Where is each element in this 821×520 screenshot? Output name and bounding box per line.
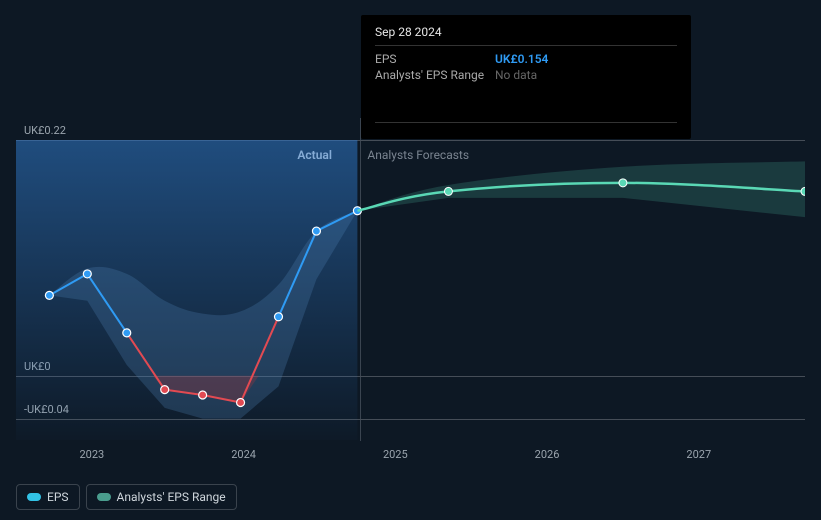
chart-plot-area[interactable] [16,140,805,440]
legend-label: Analysts' EPS Range [117,490,226,504]
eps-actual-point[interactable] [199,391,207,399]
eps-actual-point[interactable] [83,270,91,278]
eps-actual-point[interactable] [237,399,245,407]
eps-actual-point[interactable] [161,386,169,394]
tooltip-separator [375,45,677,46]
legend-label: EPS [47,490,69,504]
eps-forecast-point[interactable] [801,187,805,195]
legend-item[interactable]: Analysts' EPS Range [86,484,237,510]
analysts-range-forecast [357,161,805,217]
tooltip-row: EPSUK£0.154 [375,52,677,66]
tooltip-row: Analysts' EPS RangeNo data [375,68,677,82]
tooltip-separator-bottom [375,122,677,123]
x-axis-label: 2024 [231,448,256,461]
chart-tooltip: Sep 28 2024 EPSUK£0.154Analysts' EPS Ran… [361,15,691,139]
eps-forecast-chart: { "background_color": "#0d1824", "plot":… [0,0,821,520]
eps-forecast-point[interactable] [619,179,627,187]
legend-marker [97,493,111,501]
eps-actual-point[interactable] [312,227,320,235]
tooltip-row-value: No data [495,68,537,82]
x-axis-label: 2023 [79,448,104,461]
eps-actual-point[interactable] [45,291,53,299]
x-axis-label: 2026 [535,448,560,461]
eps-actual-point[interactable] [123,329,131,337]
eps-forecast-point[interactable] [444,187,452,195]
x-axis-label: 2025 [383,448,408,461]
y-axis-label: UK£0.22 [24,124,66,137]
tooltip-row-label: Analysts' EPS Range [375,68,495,82]
eps-actual-point[interactable] [274,313,282,321]
x-axis-label: 2027 [686,448,711,461]
chart-legend: EPS Analysts' EPS Range [16,484,237,510]
tooltip-row-label: EPS [375,52,495,66]
legend-marker [27,493,41,501]
tooltip-row-value: UK£0.154 [495,52,548,66]
legend-item[interactable]: EPS [16,484,80,510]
chart-svg [16,140,805,440]
tooltip-date: Sep 28 2024 [375,25,677,39]
